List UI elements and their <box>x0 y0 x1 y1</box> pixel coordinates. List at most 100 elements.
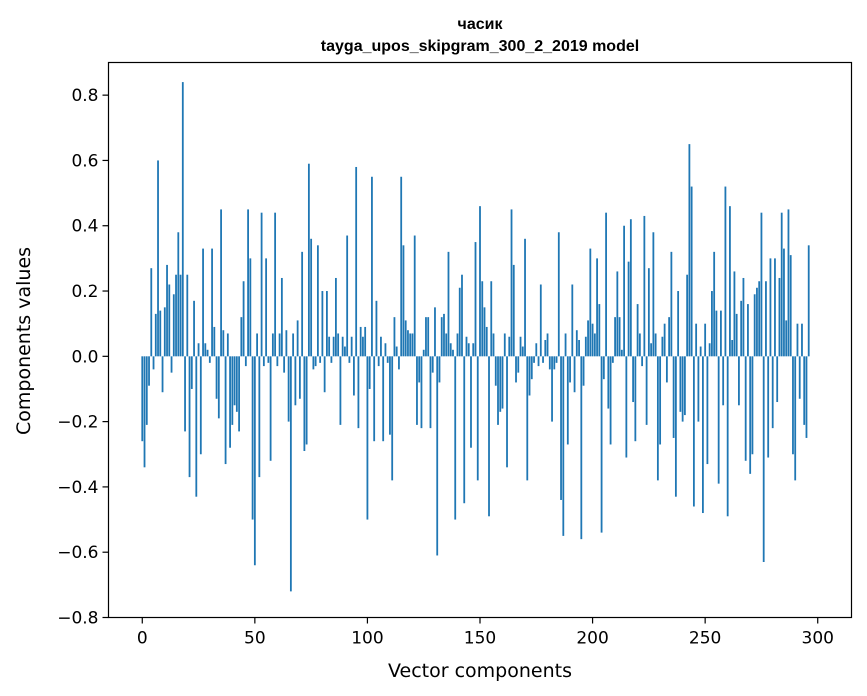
bar <box>758 281 761 357</box>
y-tick-label: 0.6 <box>71 151 98 171</box>
bar <box>778 277 781 357</box>
bar <box>485 326 488 357</box>
bar <box>190 356 193 389</box>
chart-title: часик <box>458 16 504 33</box>
bar <box>645 356 648 425</box>
x-tick-label: 0 <box>137 629 148 649</box>
bar <box>744 356 747 461</box>
bar <box>760 212 763 357</box>
bar <box>458 287 461 357</box>
bar <box>208 356 211 363</box>
bar <box>276 356 279 367</box>
bar <box>643 215 646 357</box>
bar <box>371 176 373 357</box>
bar <box>794 356 797 481</box>
bar <box>301 251 304 357</box>
y-tick-label: 0.4 <box>71 217 98 237</box>
bar <box>215 356 218 399</box>
bar <box>197 343 200 357</box>
bar <box>287 356 290 422</box>
bar <box>729 206 731 357</box>
bar <box>294 356 297 406</box>
bar <box>623 225 625 357</box>
bar <box>476 356 479 481</box>
bar <box>456 333 459 357</box>
bar <box>269 356 272 461</box>
x-axis-label: Vector components <box>388 660 572 682</box>
bar <box>375 300 378 357</box>
bar <box>677 291 680 357</box>
bar <box>521 346 524 357</box>
bar <box>159 310 162 357</box>
bar <box>217 356 220 419</box>
bar <box>474 242 477 357</box>
bar <box>663 323 666 357</box>
bar <box>627 261 630 357</box>
bar <box>517 356 520 373</box>
bar <box>249 258 252 357</box>
bar <box>542 356 544 363</box>
bar <box>776 356 779 403</box>
bar <box>805 356 808 438</box>
bar <box>242 281 245 357</box>
bar <box>674 356 677 497</box>
bar <box>656 356 659 481</box>
bar <box>580 356 583 540</box>
bar <box>337 333 340 357</box>
bar <box>726 356 729 517</box>
bar <box>553 356 556 370</box>
bar <box>436 356 439 556</box>
bar <box>769 258 772 357</box>
bar <box>298 356 301 399</box>
x-tick-label: 100 <box>351 629 383 649</box>
bar <box>195 356 198 497</box>
bar <box>661 336 664 357</box>
bar <box>443 313 445 357</box>
bar <box>692 356 695 507</box>
chart-subtitle: tayga_upos_skipgram_300_2_2019 model <box>321 38 639 55</box>
bar <box>611 356 614 363</box>
bar <box>753 294 756 357</box>
bar <box>596 258 598 357</box>
bar <box>411 333 414 357</box>
y-tick-label: 0.8 <box>71 86 98 106</box>
bar <box>551 356 553 422</box>
bar <box>211 248 213 357</box>
bar <box>470 356 472 448</box>
bar <box>240 317 243 357</box>
y-tick-label: 0.0 <box>71 347 98 367</box>
bar <box>566 356 569 445</box>
bar <box>445 333 448 357</box>
bar <box>382 356 385 442</box>
bar <box>202 248 204 357</box>
bar <box>738 356 740 406</box>
bar <box>807 245 810 357</box>
bar <box>629 219 632 357</box>
bar <box>400 176 403 357</box>
bar <box>711 291 713 357</box>
bar <box>425 317 427 357</box>
bar <box>555 356 558 363</box>
bar <box>393 317 396 357</box>
bar <box>251 356 254 520</box>
bar <box>717 356 720 484</box>
bar <box>503 333 506 357</box>
bar <box>742 277 745 357</box>
bar <box>472 343 475 357</box>
bar <box>481 281 484 357</box>
bar <box>780 212 783 357</box>
bar <box>170 356 173 373</box>
bar <box>506 356 508 468</box>
bar <box>292 333 295 357</box>
bar <box>787 209 790 357</box>
bar <box>319 356 322 363</box>
y-tick-label: −0.6 <box>57 543 98 563</box>
bar <box>348 356 351 363</box>
bar <box>501 356 504 409</box>
bar <box>332 336 335 357</box>
bar <box>328 336 331 357</box>
bar <box>749 356 752 474</box>
x-tick-label: 200 <box>576 629 608 649</box>
